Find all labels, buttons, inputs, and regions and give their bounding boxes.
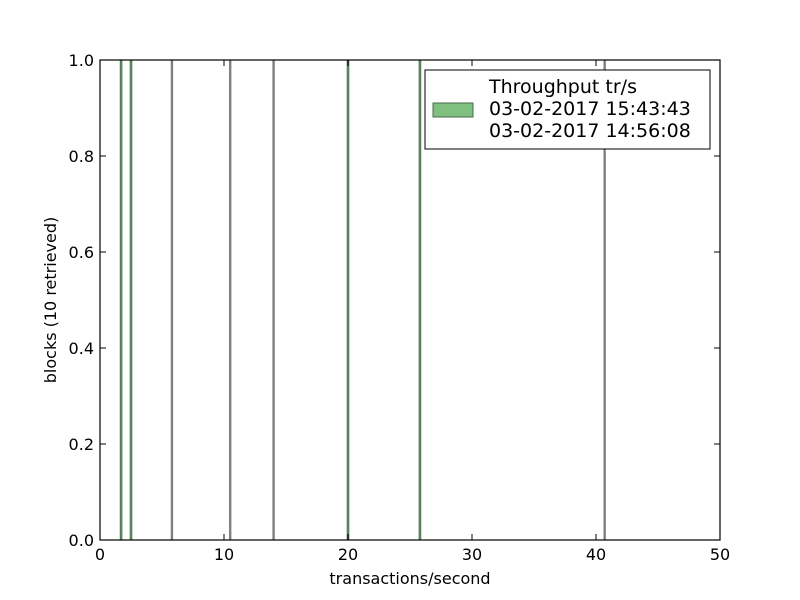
bar: [119, 59, 123, 541]
y-tick-label: 0.8: [69, 147, 94, 166]
x-tick-label: 0: [95, 545, 105, 564]
x-tick-label: 50: [710, 545, 730, 564]
legend-entry-2: 03-02-2017 14:56:08: [489, 120, 691, 142]
bar: [418, 59, 422, 541]
bar: [228, 59, 232, 541]
bar: [346, 59, 350, 541]
bar: [129, 59, 133, 541]
y-tick-label: 0.0: [69, 531, 94, 550]
ticks-layer: 0 10 20 30 40 50 0.0 0.2 0.4 0.6 0.8 1.0: [69, 51, 731, 564]
x-axis-label: transactions/second: [329, 569, 490, 588]
bar: [170, 59, 174, 541]
y-tick-label: 0.4: [69, 339, 94, 358]
x-tick-label: 40: [586, 545, 606, 564]
y-tick-label: 0.2: [69, 435, 94, 454]
legend: Throughput tr/s 03-02-2017 15:43:43 03-0…: [424, 69, 711, 150]
y-tick-label: 1.0: [69, 51, 94, 70]
y-tick-label: 0.6: [69, 243, 94, 262]
legend-entry-1: 03-02-2017 15:43:43: [489, 98, 691, 120]
legend-title: Throughput tr/s: [488, 76, 637, 98]
x-tick-label: 10: [214, 545, 234, 564]
plot-frame: [99, 59, 721, 541]
bar: [272, 59, 275, 541]
x-tick-label: 30: [462, 545, 482, 564]
y-axis-label: blocks (10 retrieved): [41, 217, 60, 383]
legend-swatch: [432, 102, 474, 118]
x-tick-label: 20: [338, 545, 358, 564]
